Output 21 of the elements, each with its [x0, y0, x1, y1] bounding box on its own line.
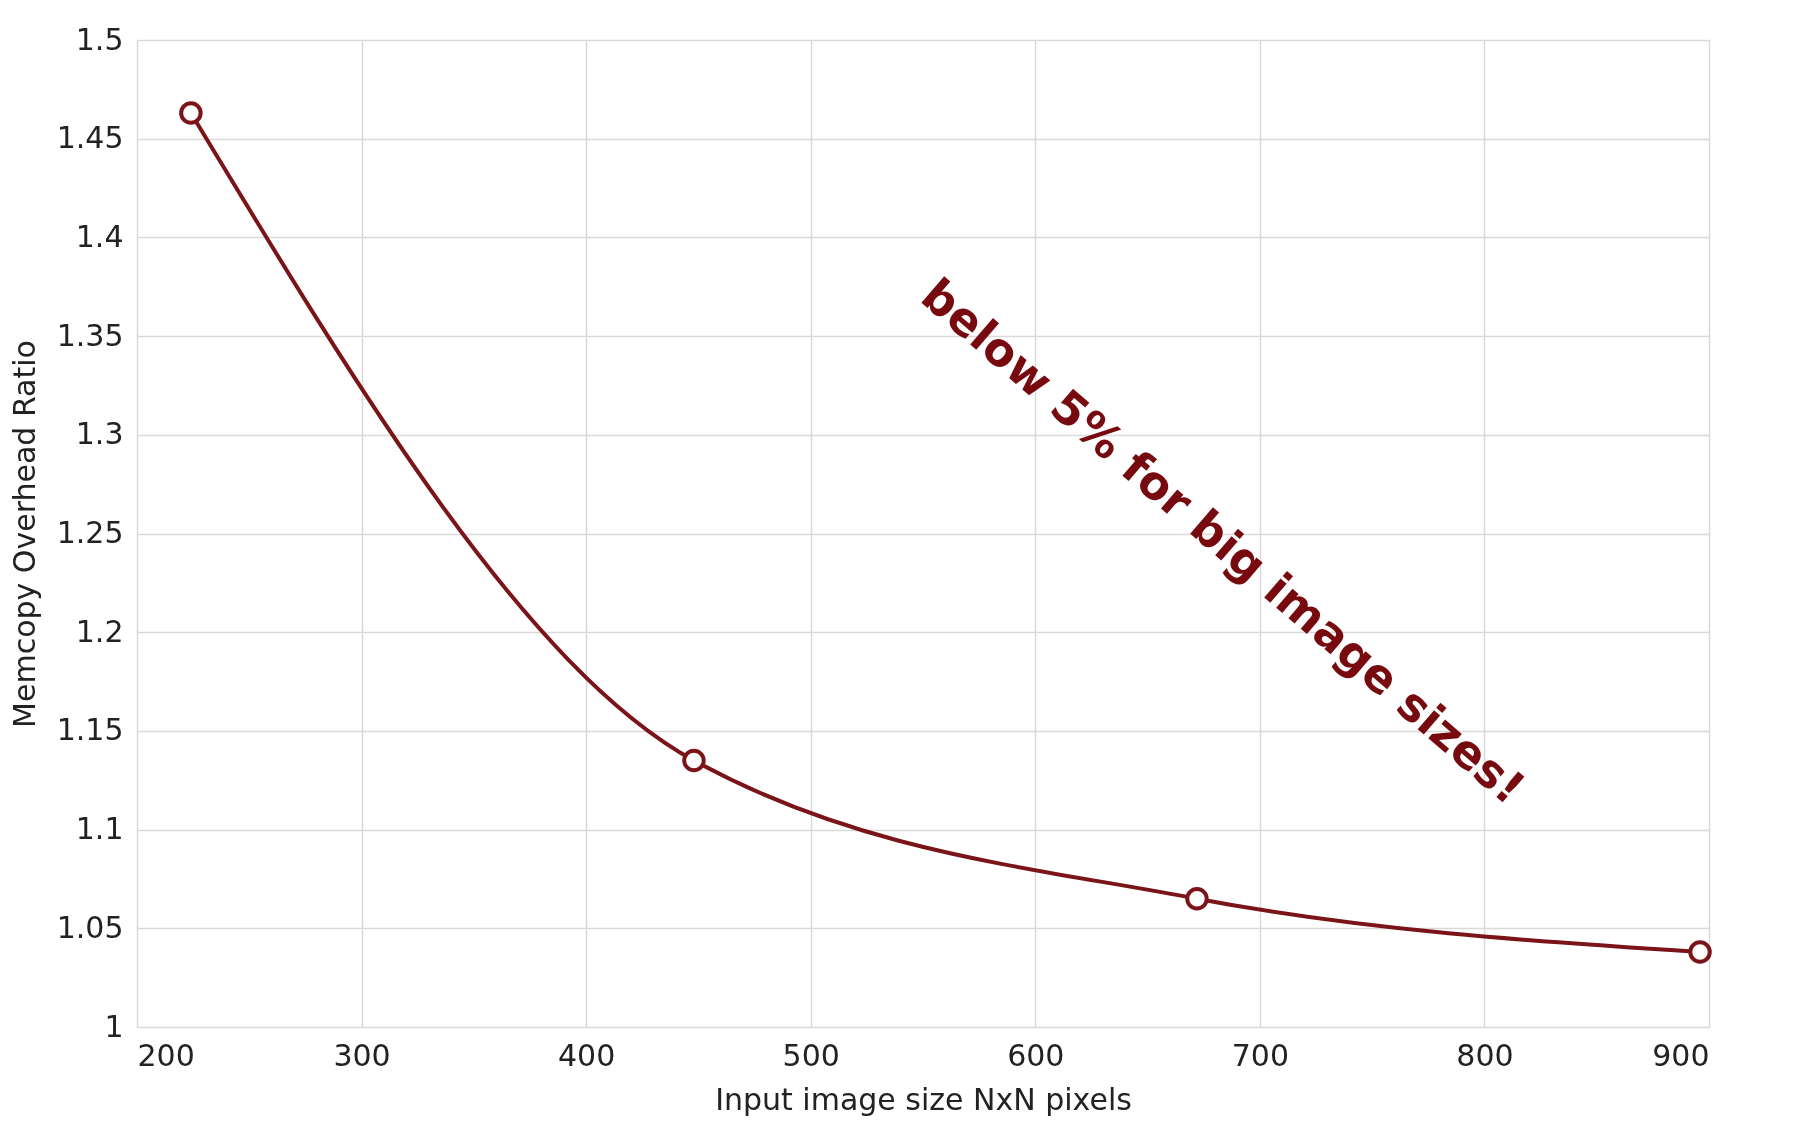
y-tick-label: 1.1	[75, 811, 124, 847]
y-tick-label: 1.05	[56, 909, 124, 945]
y-axis-title: Memcopy Overhead Ratio	[6, 340, 42, 728]
y-tick-label: 1.15	[56, 712, 124, 748]
x-axis-title: Input image size NxN pixels	[715, 1081, 1132, 1117]
y-tick-label: 1	[104, 1008, 124, 1044]
x-tick-label: 500	[782, 1037, 840, 1073]
y-tick-label: 1.35	[56, 317, 124, 353]
y-tick-label: 1.25	[56, 515, 124, 550]
y-tick-label: 1.5	[75, 21, 124, 57]
y-tick-label: 1.4	[75, 218, 124, 254]
y-tick-label: 1.3	[75, 416, 124, 452]
x-tick-label: 600	[1007, 1037, 1065, 1073]
x-tick-label: 900	[1652, 1037, 1710, 1073]
y-tick-label: 1.45	[56, 120, 124, 156]
x-tick-label: 300	[333, 1037, 391, 1073]
x-tick-label: 800	[1456, 1037, 1514, 1073]
x-tick-label: 400	[558, 1037, 616, 1073]
x-tick-label: 700	[1231, 1037, 1289, 1073]
y-tick-label: 1.2	[75, 613, 124, 649]
x-tick-label: 200	[137, 1037, 195, 1073]
